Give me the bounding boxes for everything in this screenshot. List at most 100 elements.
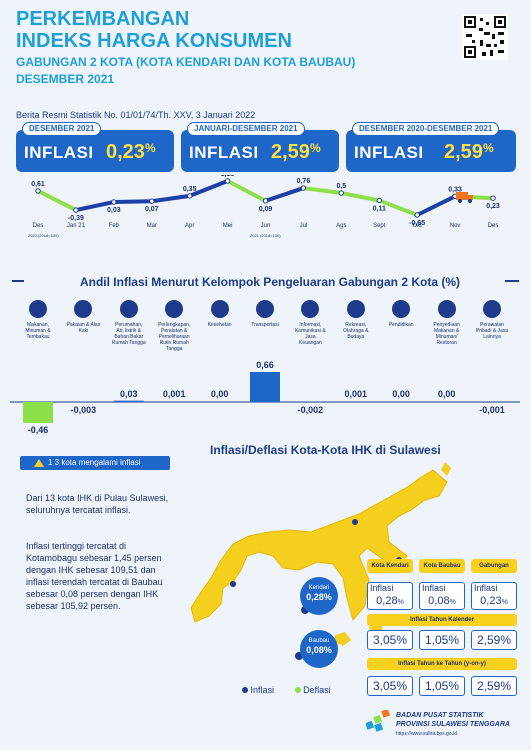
bps-logo-icon (366, 710, 391, 732)
andil-title: Andil Inflasi Menurut Kelompok Pengeluar… (79, 275, 461, 289)
base-year-left: 2020 (2018=100) (28, 233, 59, 238)
card-yoy: DESEMBER 2020-DESEMBER 2021 INFLASI 2,59… (346, 122, 516, 172)
tick-label: Mar (147, 223, 157, 229)
base-year-right: 2021 (2018=100) (250, 233, 281, 238)
bar-value-label: 0,00 (438, 389, 456, 399)
data-label: 0,35 (183, 186, 197, 193)
legend-inflasi: Inflasi (250, 685, 275, 695)
ytd-label: Inflasi Tahun Kalender (367, 614, 517, 626)
title-line1: PERKEMBANGAN (16, 8, 190, 30)
category-label: Perlengkapan, Peralatan & Pemeliharaan R… (158, 322, 191, 352)
andil-bar-chart: -0,46 -0,003 0,03 0,001 0,00 0,66 -0,002 0,001 0… (10, 360, 520, 435)
data-label: -0,65 (409, 220, 425, 227)
category-icon (165, 300, 184, 318)
tick-label: Sept (373, 223, 386, 229)
line-point (111, 199, 117, 205)
tick-label: Des (488, 223, 499, 229)
city-monthly-unit: % (501, 599, 508, 606)
tick-label: Mei (223, 223, 233, 229)
card-unit: % (144, 141, 156, 155)
card-ytd: JANUARI-DESEMBER 2021 INFLASI 2,59% (181, 122, 339, 172)
pin-kendari: Kendari 0,28% (300, 577, 338, 615)
category-icon (74, 300, 93, 318)
tick-label: Jun (261, 223, 271, 229)
pin-baubau: Baubau 0,08% (300, 630, 338, 668)
footer-org2: PROVINSI SULAWESI TENGGARA (396, 721, 510, 728)
city-monthly-value: 0,23 (480, 595, 502, 607)
data-label: 0,11 (373, 205, 386, 212)
badge: 1 3 kota mengalami inflasi (20, 456, 170, 470)
category-icon (119, 300, 138, 318)
line-point (35, 188, 41, 194)
line-segment (263, 186, 306, 203)
line-segment (339, 191, 382, 203)
category-label: Rekreasi, Olahraga & Budaya (343, 322, 369, 340)
legend-deflasi: Deflasi (303, 685, 331, 695)
period: DESEMBER 2021 (16, 72, 115, 86)
bar-value-label: 0,00 (392, 389, 410, 399)
card-unit: % (482, 141, 494, 155)
pin-value: 0,28% (306, 592, 332, 602)
line-point (338, 190, 345, 196)
footer-url[interactable]: https://www.sultra.bps.go.id (396, 731, 457, 737)
city-header: Kota Kendari (367, 559, 413, 573)
category-label: Perawatan Pribadi & Jasa Lainnya (475, 322, 509, 340)
card-value: 2,59 (444, 141, 483, 163)
data-label: -0,39 (68, 215, 84, 222)
category-icon (210, 300, 229, 318)
category-icon (483, 300, 501, 318)
category-label: Makanan, Minuman & Tembakau (25, 322, 51, 340)
ytd-value: 3,05% (367, 630, 413, 650)
tick-label: Jan 21 (67, 223, 86, 229)
category-label: Penyediaan Makanan & Minuman/ Restoran (433, 322, 460, 346)
city-monthly-label: Inflasi (422, 583, 446, 593)
card-tag: JANUARI-DESEMBER 2021 (187, 122, 305, 136)
city-monthly: Inflasi 0,28% (367, 582, 413, 610)
line-point (414, 212, 420, 218)
card-unit: % (309, 141, 321, 155)
city-monthly: Inflasi 0,23% (471, 582, 517, 610)
category-icon (29, 300, 47, 318)
data-label: 0,61 (31, 181, 45, 188)
data-label: 0,03 (107, 207, 121, 214)
truck-icon (456, 192, 473, 203)
data-label: 0,07 (145, 206, 159, 213)
bar-value-label: -0,001 (479, 405, 505, 415)
card-value: 0,23 (106, 141, 145, 163)
footer-org1: BADAN PUSAT STATISTIK (396, 712, 484, 719)
line-segment (415, 194, 458, 217)
category-label: Informasi, Komunikasi & Jasa Keuangan (295, 322, 326, 346)
line-point (262, 198, 269, 204)
paragraph-1: Dari 13 kota IHK di Pulau Sulawesi, selu… (26, 493, 169, 515)
card-tag: DESEMBER 2021 (22, 122, 102, 136)
sulawesi-title: Inflasi/Deflasi Kota-Kota IHK di Sulawes… (210, 443, 441, 457)
card-monthly: DESEMBER 2021 INFLASI 0,23% (16, 122, 174, 172)
city-monthly-unit: % (397, 599, 404, 606)
release-info: Berita Resmi Statistik No. 01/01/74/Th. … (16, 110, 256, 120)
divider (505, 280, 519, 282)
line-point (300, 185, 307, 191)
line-point (224, 178, 231, 184)
line-point (490, 195, 496, 201)
city-monthly-unit: % (449, 599, 456, 606)
line-point (186, 193, 193, 199)
category-icon (346, 300, 365, 318)
city-monthly-label: Inflasi (474, 583, 498, 593)
line-segment (149, 193, 192, 204)
bar-value-label: 0,66 (256, 360, 274, 370)
legend-dot-deflasi (294, 687, 301, 693)
data-label: 0,33 (448, 186, 462, 193)
bar (23, 402, 53, 423)
category-icon (256, 300, 274, 318)
bar-value-label: -0,46 (28, 425, 49, 435)
card-label: INFLASI (189, 143, 259, 162)
city-monthly: Inflasi 0,08% (419, 582, 465, 610)
tick-label: Apr (185, 223, 194, 229)
data-label: 0,5 (336, 183, 346, 190)
bar-value-label: 0,001 (345, 389, 368, 399)
city-monthly-value: 0,08 (428, 595, 450, 607)
ytd-value: 1,05% (419, 630, 465, 650)
line-segment (377, 198, 420, 217)
category-icon (437, 300, 456, 318)
line-point (376, 197, 382, 204)
